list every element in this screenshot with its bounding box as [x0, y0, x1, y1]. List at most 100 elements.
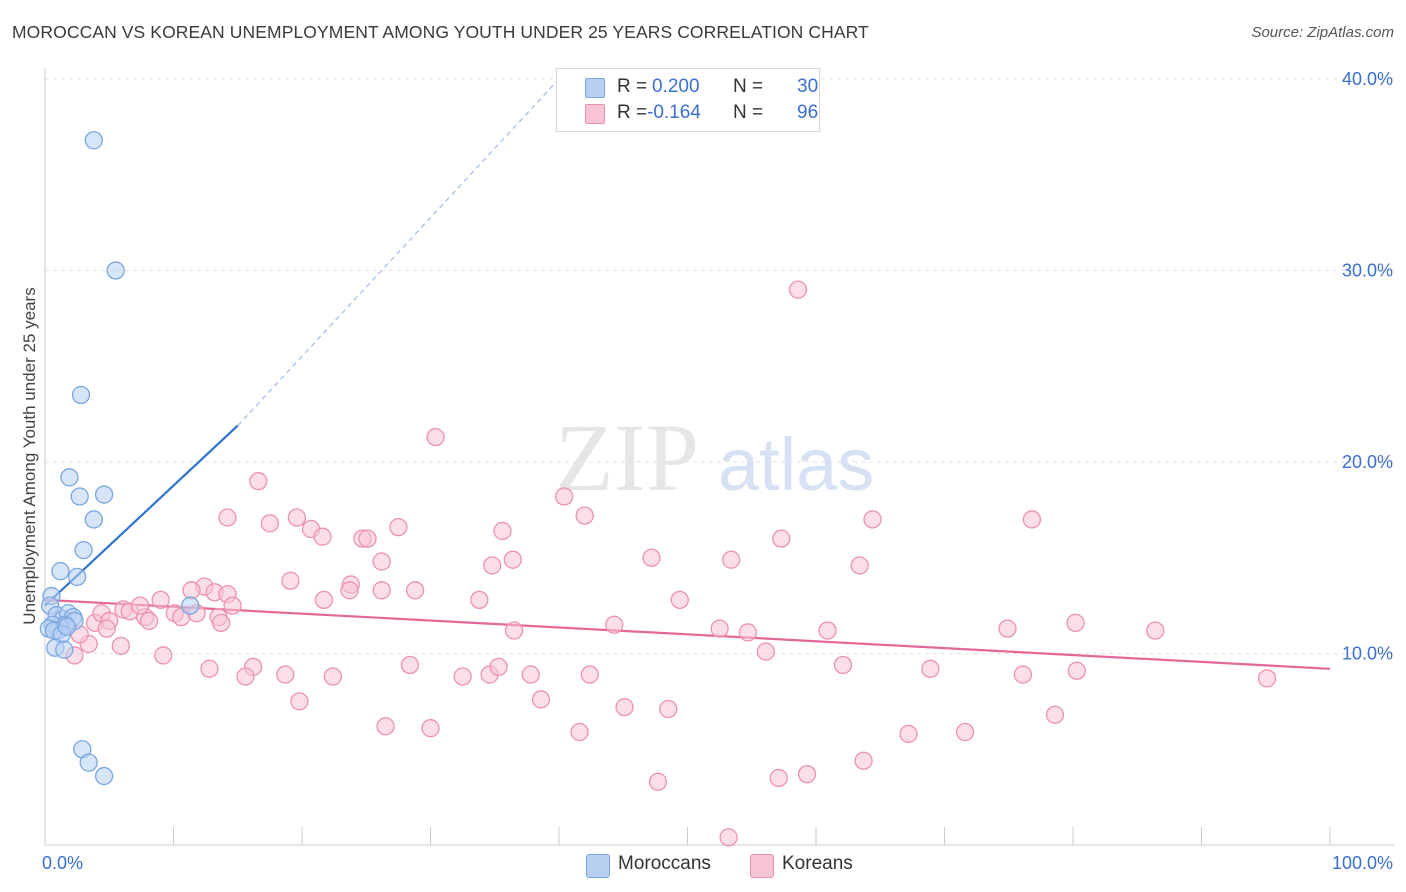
koreans-point	[493, 521, 512, 541]
koreans-point	[323, 667, 342, 686]
koreans-point	[97, 619, 116, 638]
moroccans-point	[55, 640, 74, 659]
koreans-point	[854, 751, 873, 770]
y-axis-label: Unemployment Among Youth under 25 years	[20, 287, 39, 625]
koreans-point	[151, 590, 170, 610]
koreans-point	[290, 692, 309, 711]
koreans-point	[400, 655, 420, 675]
moroccans-n-label: N =	[733, 76, 764, 97]
koreans-trend-line	[44, 598, 1331, 670]
koreans-point	[139, 611, 159, 631]
moroccans-point	[74, 540, 93, 560]
koreans-point	[421, 719, 440, 738]
koreans-point	[756, 642, 776, 661]
koreans-n-value: 96	[797, 102, 819, 123]
koreans-point	[313, 527, 332, 546]
koreans-point	[276, 665, 295, 684]
moroccans-trend-extension	[237, 78, 560, 427]
koreans-point	[1067, 661, 1087, 680]
koreans-point	[1045, 705, 1065, 724]
moroccans-point	[67, 567, 87, 587]
koreans-point	[648, 772, 668, 791]
koreans-point	[372, 552, 391, 571]
moroccans-legend-swatch	[586, 854, 610, 878]
koreans-point	[670, 590, 689, 610]
koreans-r-label: R =	[617, 102, 648, 123]
koreans-point	[154, 646, 173, 665]
koreans-point	[281, 571, 300, 590]
moroccans-point	[57, 617, 76, 636]
koreans-point	[426, 427, 445, 447]
koreans-point	[111, 636, 130, 655]
moroccans-points	[39, 131, 200, 786]
koreans-point	[358, 529, 377, 548]
moroccans-r-value: 0.200	[652, 76, 700, 97]
watermark-zip: ZIP	[555, 404, 699, 511]
moroccans-swatch	[585, 78, 605, 98]
moroccans-point	[84, 510, 103, 529]
watermark-atlas: atlas	[718, 423, 874, 506]
koreans-point	[642, 548, 661, 567]
koreans-point	[788, 280, 808, 299]
koreans-point	[833, 655, 853, 675]
koreans-point	[1257, 669, 1277, 688]
moroccans-n-value: 30	[797, 76, 819, 97]
chart-title: MOROCCAN VS KOREAN UNEMPLOYMENT AMONG YO…	[12, 22, 869, 42]
koreans-point	[503, 550, 522, 569]
koreans-point	[1066, 613, 1085, 633]
koreans-point	[489, 657, 508, 677]
tick-labels: 10.0% 20.0% 30.0% 40.0% 0.0% 100.0%	[42, 69, 1393, 873]
koreans-point	[521, 665, 540, 684]
moroccans-point	[60, 468, 79, 487]
moroccans-point	[79, 753, 98, 772]
koreans-point	[453, 667, 472, 686]
koreans-point	[772, 529, 791, 548]
koreans-point	[710, 619, 729, 638]
koreans-point	[218, 508, 237, 527]
y-tick-label-10: 10.0%	[1342, 644, 1393, 664]
koreans-point	[483, 556, 502, 575]
koreans-swatch	[585, 104, 605, 124]
koreans-point	[955, 722, 975, 742]
koreans-point	[376, 717, 395, 736]
moroccans-point	[70, 487, 89, 506]
koreans-point	[580, 665, 599, 684]
koreans-point	[575, 506, 594, 525]
moroccans-point	[84, 131, 103, 150]
koreans-point	[921, 659, 940, 678]
koreans-point	[223, 596, 242, 615]
koreans-point	[249, 471, 268, 491]
moroccans-point	[106, 261, 125, 280]
koreans-point	[659, 699, 678, 719]
koreans-legend-swatch	[750, 854, 774, 878]
koreans-point	[1022, 510, 1042, 529]
moroccans-point	[71, 385, 91, 405]
koreans-point	[314, 590, 333, 610]
koreans-point	[570, 722, 589, 742]
koreans-point	[182, 581, 201, 600]
koreans-r-value: -0.164	[647, 102, 701, 123]
koreans-point	[470, 590, 489, 610]
koreans-point	[863, 510, 882, 529]
koreans-point	[236, 667, 255, 686]
koreans-point	[287, 508, 307, 527]
koreans-points	[65, 280, 1277, 847]
koreans-point	[738, 623, 758, 642]
x-tick-label-max: 100.0%	[1332, 853, 1393, 873]
source-label: Source: ZipAtlas.com	[1251, 24, 1394, 41]
koreans-point	[405, 581, 425, 600]
grid-lines	[45, 78, 1395, 654]
koreans-point	[554, 487, 574, 506]
koreans-point	[998, 619, 1017, 638]
koreans-point	[769, 768, 788, 788]
koreans-point	[200, 659, 219, 678]
koreans-point	[605, 615, 624, 634]
koreans-point	[722, 550, 741, 569]
koreans-point	[797, 764, 817, 784]
koreans-point	[130, 596, 150, 615]
koreans-n-label: N =	[733, 102, 764, 123]
koreans-point	[615, 697, 634, 717]
y-tick-label-30: 30.0%	[1342, 261, 1393, 281]
moroccans-point	[94, 485, 114, 504]
moroccans-r-label: R =	[617, 76, 648, 97]
